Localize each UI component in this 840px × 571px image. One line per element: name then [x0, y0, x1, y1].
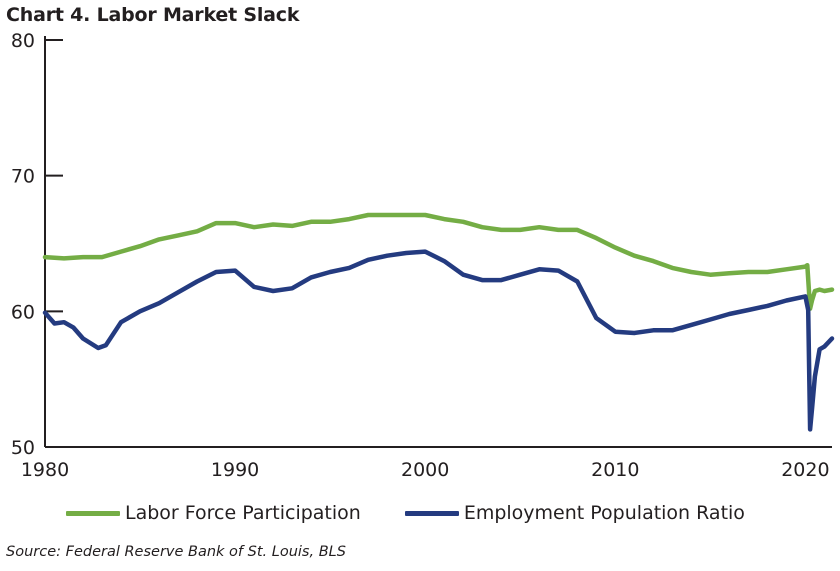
legend-swatch-blue — [404, 510, 459, 516]
y-tick-label: 60 — [11, 301, 35, 323]
series-line-employment-population-ratio — [42, 249, 835, 432]
source-note: Source: Federal Reserve Bank of St. Loui… — [6, 544, 346, 560]
x-ticks: 1980 1990 2000 2010 2020 — [21, 459, 830, 481]
series-lines — [42, 212, 835, 432]
y-tick-label: 50 — [11, 437, 35, 459]
legend-item-employment-population-ratio: Employment Population Ratio — [404, 502, 745, 524]
x-tick-label: 2000 — [401, 459, 449, 481]
y-tick-label: 70 — [11, 166, 35, 188]
x-tick-label: 2020 — [781, 459, 829, 481]
chart-title: Chart 4. Labor Market Slack — [6, 4, 300, 26]
x-tick-label: 1990 — [211, 459, 259, 481]
axes — [44, 36, 832, 448]
y-ticks: 50 60 70 80 — [11, 30, 63, 459]
y-tick-label: 80 — [11, 30, 35, 52]
legend-label: Labor Force Participation — [125, 502, 361, 524]
series-line-labor-force-participation — [42, 212, 835, 311]
legend: Labor Force Participation Employment Pop… — [66, 502, 789, 524]
x-tick-label: 1980 — [21, 459, 69, 481]
legend-label: Employment Population Ratio — [463, 502, 745, 524]
legend-item-labor-force-participation: Labor Force Participation — [66, 502, 361, 524]
line-chart: 50 60 70 80 1980 1990 2000 2010 2020 — [11, 30, 835, 481]
x-tick-label: 2010 — [591, 459, 639, 481]
legend-swatch-green — [66, 510, 120, 516]
